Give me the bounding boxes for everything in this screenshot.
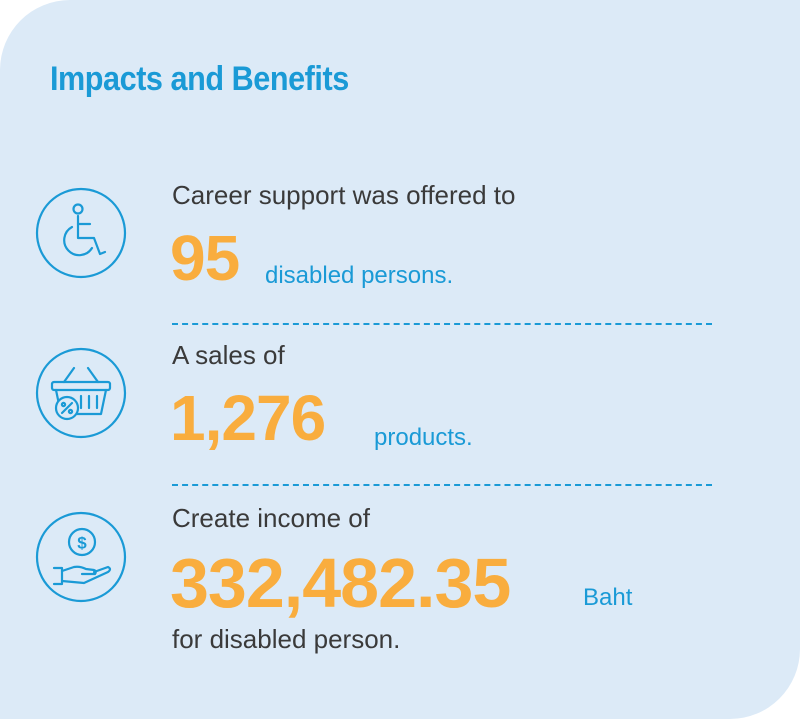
currency-unit: Baht xyxy=(583,584,633,611)
income-amount: 332,482.35 xyxy=(170,544,511,622)
svg-text:$: $ xyxy=(77,534,87,553)
disabled-persons-count: 95 xyxy=(170,222,240,294)
page-title: Impacts and Benefits xyxy=(50,60,349,98)
income-intro: Create income of xyxy=(172,503,370,533)
disabled-persons-unit: disabled persons. xyxy=(265,262,454,289)
hand-coin-icon: $ xyxy=(34,510,128,604)
divider xyxy=(172,323,712,325)
wheelchair-icon xyxy=(34,186,128,280)
divider xyxy=(172,484,712,486)
products-sold-count: 1,276 xyxy=(170,382,326,454)
income-outro: for disabled person. xyxy=(172,624,401,654)
career-support-intro: Career support was offered to xyxy=(172,180,516,210)
sales-intro: A sales of xyxy=(172,340,285,370)
products-unit: products. xyxy=(374,424,473,451)
basket-discount-icon xyxy=(34,346,128,440)
